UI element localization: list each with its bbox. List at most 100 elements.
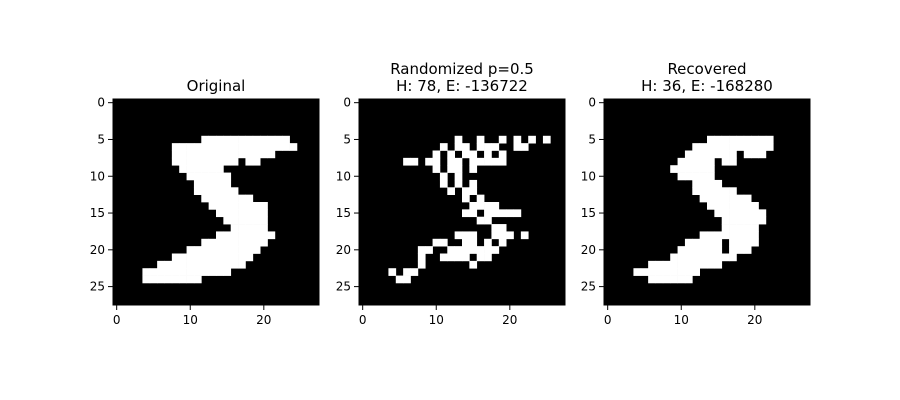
- pixel-cell: [729, 231, 737, 240]
- pixel-cell: [417, 246, 426, 254]
- y-tick-label: 25: [581, 280, 596, 294]
- pixel-cell: [403, 157, 411, 166]
- pixel-cell: [238, 224, 246, 232]
- pixel-cell: [498, 238, 507, 247]
- pixel-cell: [491, 231, 500, 240]
- pixel-cell: [208, 253, 217, 262]
- pixel-cell: [252, 216, 261, 225]
- pixel-cell: [252, 135, 261, 144]
- pixel-cell: [498, 135, 507, 144]
- pixel-cell: [721, 187, 730, 195]
- pixel-cell: [171, 268, 180, 276]
- pixel-cell: [447, 150, 455, 159]
- pixel-cell: [425, 246, 433, 254]
- pixel-cell: [274, 143, 283, 151]
- pixel-cell: [245, 135, 254, 144]
- pixel-cell: [201, 172, 209, 181]
- pixel-cell: [171, 157, 180, 166]
- pixel-cell: [260, 238, 268, 247]
- pixel-cell: [751, 135, 759, 144]
- pixel-cell: [707, 179, 715, 188]
- pixel-cell: [193, 165, 202, 173]
- pixel-cell: [736, 194, 745, 203]
- pixel-cell: [260, 209, 268, 218]
- y-tick-label: 5: [588, 132, 596, 146]
- pixel-cell: [707, 194, 715, 203]
- pixel-cell: [208, 238, 217, 247]
- pixel-cell: [469, 260, 478, 269]
- pixel-cell: [520, 143, 529, 151]
- pixel-cell: [216, 231, 224, 240]
- pixel-cell: [462, 194, 470, 203]
- pixel-cell: [729, 194, 737, 203]
- pixel-cell: [230, 238, 239, 247]
- pixel-cell: [542, 135, 551, 144]
- pixel-cell: [640, 268, 649, 276]
- pixel-cell: [230, 187, 239, 195]
- pixel-cell: [714, 238, 723, 247]
- pixel-cell: [692, 260, 700, 269]
- pixel-cell: [476, 246, 485, 254]
- pixel-cell: [216, 238, 224, 247]
- pixel-cell: [439, 238, 448, 247]
- pixel-cell: [454, 172, 463, 181]
- pixel-cell: [692, 253, 700, 262]
- pixel-cell: [230, 194, 239, 203]
- pixel-cell: [699, 143, 708, 151]
- pixel-cell: [238, 238, 246, 247]
- pixel-cell: [699, 165, 708, 173]
- pixel-cell: [193, 253, 202, 262]
- pixel-cell: [201, 135, 209, 144]
- pixel-cell: [476, 157, 485, 166]
- pixel-cell: [506, 209, 514, 218]
- pixel-cell: [230, 202, 239, 210]
- pixel-cell: [751, 202, 759, 210]
- pixel-cell: [238, 194, 246, 203]
- pixel-cell: [513, 135, 522, 144]
- pixel-cell: [498, 231, 507, 240]
- pixel-cell: [201, 194, 209, 203]
- pixel-cell: [252, 209, 261, 218]
- pixel-cell: [751, 238, 759, 247]
- pixel-cell: [171, 260, 180, 269]
- pixel-cell: [729, 143, 737, 151]
- pixel-cell: [699, 231, 708, 240]
- pixel-cell: [714, 179, 723, 188]
- pixel-cell: [245, 253, 254, 262]
- y-tick-label: 20: [336, 243, 351, 257]
- panel-title-line: H: 78, E: -136722: [396, 77, 528, 95]
- pixel-cell: [223, 209, 232, 218]
- pixel-cell: [260, 216, 268, 225]
- pixel-cell: [714, 194, 723, 203]
- pixel-cell: [648, 268, 656, 276]
- pixel-cell: [692, 268, 700, 276]
- pixel-cell: [447, 157, 455, 166]
- pixel-cell: [476, 216, 485, 225]
- pixel-cell: [230, 143, 239, 151]
- pixel-cell: [179, 275, 187, 284]
- pixel-cell: [692, 172, 700, 181]
- pixel-cell: [721, 253, 730, 262]
- pixel-cell: [484, 143, 492, 151]
- pixel-cell: [707, 135, 715, 144]
- pixel-cell: [736, 209, 745, 218]
- pixel-cell: [491, 202, 500, 210]
- pixel-cell: [289, 143, 298, 151]
- pixel-cell: [714, 246, 723, 254]
- pixel-cell: [491, 157, 500, 166]
- pixel-cell: [454, 246, 463, 254]
- pixel-cell: [714, 143, 723, 151]
- pixel-cell: [223, 179, 232, 188]
- pixel-cell: [223, 246, 232, 254]
- y-tick-label: 15: [90, 206, 105, 220]
- pixel-cell: [462, 231, 470, 240]
- pixel-cell: [208, 246, 217, 254]
- pixel-cell: [230, 231, 239, 240]
- pixel-cell: [707, 172, 715, 181]
- pixel-cell: [238, 231, 246, 240]
- pixel-cell: [186, 165, 195, 173]
- y-tick-label: 5: [97, 132, 105, 146]
- pixel-cell: [721, 135, 730, 144]
- pixel-cell: [201, 253, 209, 262]
